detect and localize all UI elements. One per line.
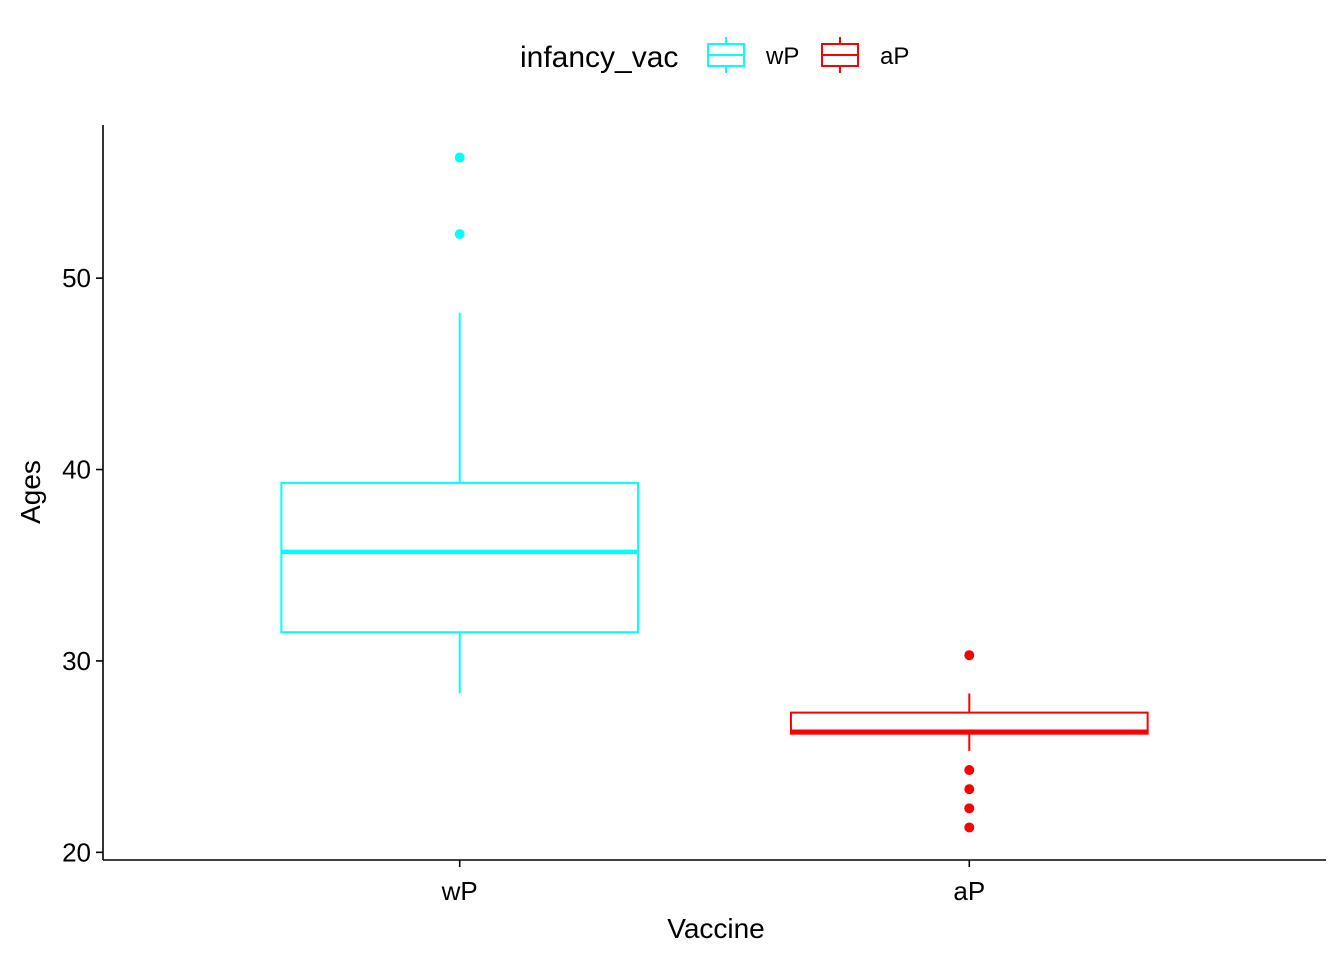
legend: infancy_vac wP aP	[520, 37, 909, 74]
y-tick-label: 40	[62, 455, 91, 485]
outlier-point	[964, 822, 975, 833]
legend-label: wP	[765, 43, 799, 70]
y-tick-label: 20	[62, 837, 91, 867]
x-axis-title: Vaccine	[667, 913, 765, 944]
outlier-point	[454, 229, 465, 240]
outlier-point	[964, 650, 975, 661]
plot-area: 20 30 40 50 wP aP	[62, 125, 1326, 906]
outlier-point	[964, 765, 975, 776]
outlier-point	[454, 152, 465, 163]
legend-title: infancy_vac	[520, 41, 678, 74]
legend-key-wP: wP	[707, 37, 799, 73]
box-group-wP	[280, 152, 640, 694]
x-tick-label: aP	[953, 876, 985, 906]
legend-key-aP: aP	[821, 37, 909, 73]
legend-label: aP	[880, 43, 909, 70]
box-group-aP	[789, 650, 1149, 833]
y-tick-label: 30	[62, 646, 91, 676]
outlier-point	[964, 784, 975, 795]
y-tick-label: 50	[62, 263, 91, 293]
x-tick-label: wP	[441, 876, 478, 906]
box-iqr	[280, 481, 640, 634]
y-axis-title: Ages	[15, 460, 46, 524]
outlier-point	[964, 803, 975, 814]
